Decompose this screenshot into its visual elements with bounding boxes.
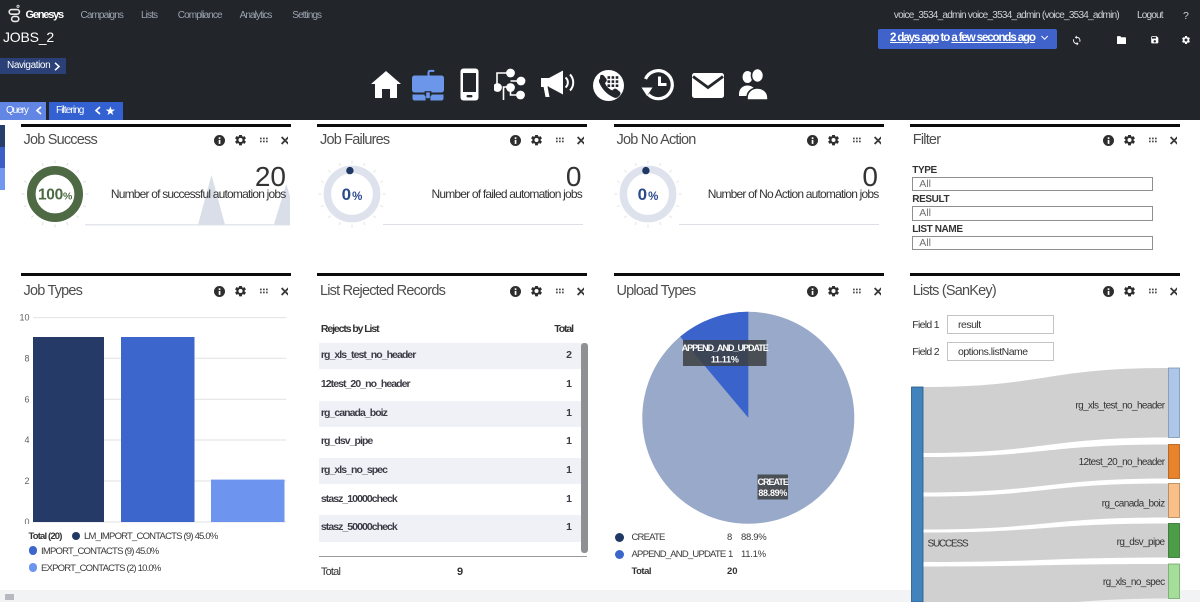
svg-text:CREATE: CREATE xyxy=(758,477,789,487)
svg-text:11.11%: 11.11% xyxy=(711,355,739,365)
svg-text:6: 6 xyxy=(24,394,29,404)
svg-text:12test_20_no_header: 12test_20_no_header xyxy=(1079,457,1166,468)
svg-text:8: 8 xyxy=(24,353,29,363)
svg-text:4: 4 xyxy=(24,435,29,445)
svg-text:100%: 100% xyxy=(38,187,73,204)
svg-text:0: 0 xyxy=(24,517,29,524)
svg-text:88.89%: 88.89% xyxy=(758,488,787,498)
svg-text:rg_canada_boiz: rg_canada_boiz xyxy=(1102,499,1165,510)
svg-text:rg_xls_no_spec: rg_xls_no_spec xyxy=(1103,577,1165,588)
svg-text:rg_xls_test_no_header: rg_xls_test_no_header xyxy=(1075,401,1165,412)
svg-text:SUCCESS: SUCCESS xyxy=(928,539,969,550)
svg-text:APPEND_AND_UPDATE: APPEND_AND_UPDATE xyxy=(682,343,769,353)
svg-text:rg_dsv_pipe: rg_dsv_pipe xyxy=(1117,537,1166,548)
svg-text:10: 10 xyxy=(19,313,29,323)
svg-text:2: 2 xyxy=(24,476,29,486)
